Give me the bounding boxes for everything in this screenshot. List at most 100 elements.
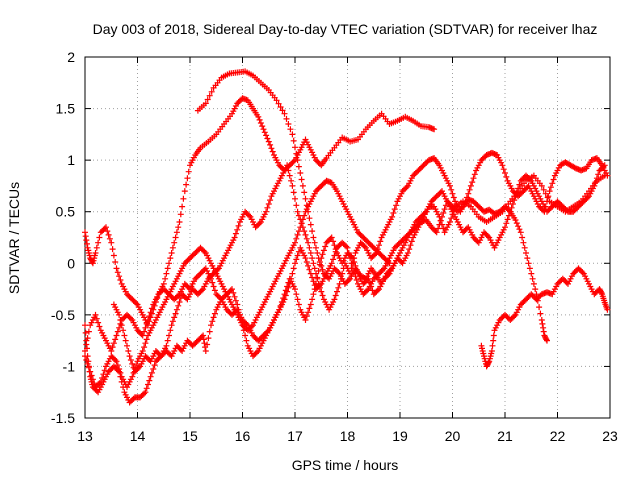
data-point-s3 (545, 193, 552, 200)
data-point-s3 (214, 266, 221, 273)
data-point-s5 (292, 260, 298, 267)
data-point-s3 (176, 299, 183, 305)
data-point-s3 (164, 337, 171, 344)
data-point-s2 (184, 175, 191, 182)
data-point-s6 (100, 371, 107, 378)
data-point-s4 (109, 344, 116, 351)
data-point-s2 (180, 195, 187, 202)
x-tick-label: 15 (182, 428, 198, 444)
data-point-s5 (116, 311, 123, 318)
data-point-s3 (393, 202, 400, 209)
data-point-s1 (206, 92, 213, 99)
data-point-s6 (298, 220, 305, 227)
data-point-s6 (84, 360, 91, 367)
data-point-s5 (344, 244, 351, 251)
x-tick-label: 17 (287, 428, 303, 444)
data-point-s3 (377, 238, 384, 245)
data-point-s3 (265, 201, 272, 207)
data-point-s1 (404, 250, 411, 256)
data-point-s6 (113, 358, 120, 365)
data-point-s3 (267, 197, 274, 204)
data-point-s2 (114, 269, 121, 276)
data-point-s5 (286, 280, 293, 287)
data-point-s2 (257, 120, 264, 126)
data-point-s6 (133, 362, 140, 369)
data-point-s4 (108, 348, 115, 354)
data-point-s3 (305, 239, 312, 246)
data-point-s5 (205, 335, 212, 342)
data-point-s4 (295, 301, 302, 308)
data-point-s5 (521, 244, 528, 251)
x-tick-label: 23 (602, 428, 618, 444)
data-point-s3 (571, 164, 578, 171)
data-point-s4 (512, 193, 519, 200)
data-point-s3 (306, 244, 313, 251)
data-point-s5 (349, 265, 356, 272)
data-point-s5 (347, 255, 354, 262)
data-point-s5 (538, 317, 545, 323)
data-point-s4 (319, 251, 326, 258)
data-point-s4 (110, 340, 117, 347)
data-point-s5 (532, 286, 539, 293)
y-tick-label: 2 (67, 49, 75, 65)
data-point-s4 (285, 279, 292, 286)
data-point-s2 (175, 224, 182, 231)
data-point-s6 (129, 373, 136, 380)
data-point-s2 (181, 188, 188, 195)
data-point-s4 (93, 315, 100, 322)
data-point-s5 (345, 250, 352, 256)
data-point-s2 (290, 158, 297, 165)
data-point-s2 (172, 234, 179, 241)
data-point-s3 (311, 265, 318, 272)
data-point-s5 (124, 342, 130, 349)
data-point-s5 (348, 260, 355, 267)
data-point-s1 (540, 186, 547, 193)
data-point-s6 (116, 366, 123, 372)
y-tick-label: 0 (67, 255, 75, 271)
data-point-s1 (301, 189, 308, 196)
data-point-s5 (282, 292, 289, 299)
data-point-s5 (523, 250, 529, 256)
data-point-s2 (183, 181, 190, 188)
data-point-s5 (294, 252, 301, 259)
data-point-s5 (303, 259, 310, 265)
data-point-s5 (234, 301, 241, 308)
data-point-s4 (309, 296, 316, 303)
data-point-s6 (292, 239, 298, 246)
data-point-s3 (289, 182, 296, 189)
data-point-s1 (306, 215, 313, 222)
data-point-s5 (437, 217, 444, 224)
data-point-s3 (256, 220, 263, 227)
data-point-s6 (248, 323, 255, 330)
x-tick-label: 14 (130, 428, 146, 444)
data-point-s1 (345, 277, 352, 283)
data-point-s6 (88, 372, 95, 379)
data-point-s3 (284, 162, 291, 169)
data-point-s3 (166, 332, 172, 339)
data-point-s1 (289, 131, 296, 138)
data-point-s5 (353, 277, 360, 283)
data-point-s5 (229, 286, 235, 293)
data-point-s2 (171, 239, 178, 246)
data-point-s5 (439, 213, 445, 220)
data-point-s4 (315, 268, 322, 274)
data-point-s3 (151, 362, 158, 369)
data-point-s3 (347, 270, 354, 277)
data-point-s6 (85, 364, 92, 371)
data-point-s2 (179, 203, 186, 210)
data-point-s3 (82, 322, 88, 329)
data-point-s2 (177, 211, 184, 218)
data-point-s4 (302, 317, 309, 323)
data-point-s1 (311, 239, 318, 246)
data-point-s3 (335, 284, 342, 291)
data-point-s4 (503, 220, 510, 227)
y-tick-label: -1.5 (51, 410, 75, 426)
data-point-s5 (293, 256, 300, 263)
data-point-s5 (519, 234, 526, 241)
data-point-s4 (293, 291, 300, 298)
data-point-s3 (549, 180, 556, 187)
data-point-s4 (600, 163, 607, 170)
data-point-s5 (230, 289, 237, 296)
data-point-s1 (297, 170, 304, 176)
